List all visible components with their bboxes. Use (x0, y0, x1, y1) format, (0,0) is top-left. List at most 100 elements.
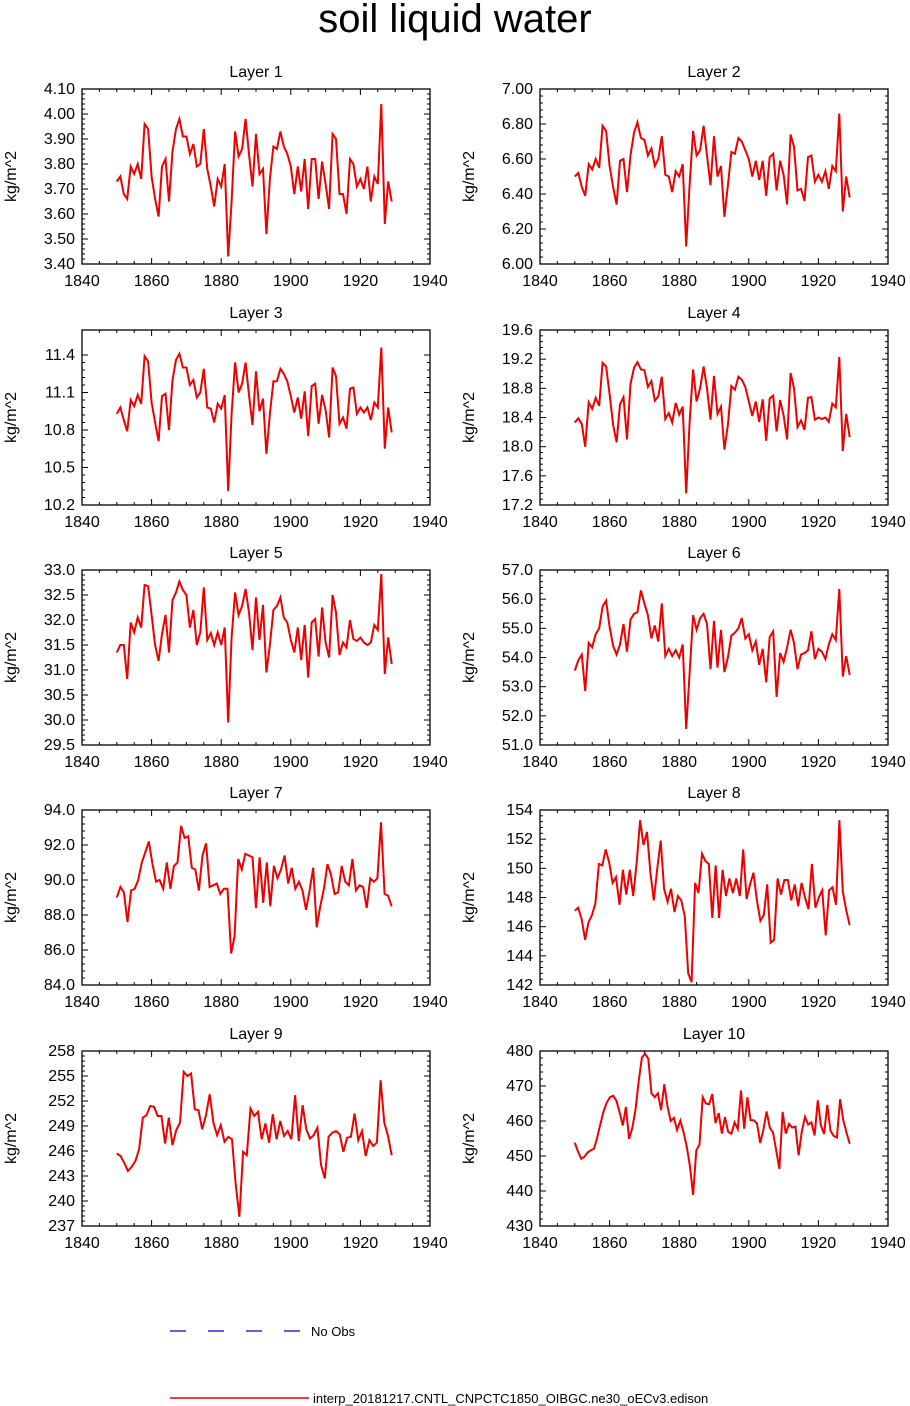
y-tick-label: 53.0 (502, 679, 533, 696)
series-line (574, 356, 851, 494)
x-tick-label: 1840 (64, 273, 100, 290)
x-tick-label: 1920 (801, 1235, 837, 1252)
y-tick-label: 17.2 (502, 497, 533, 514)
x-tick-label: 1860 (592, 514, 628, 531)
y-tick-label: 52.0 (502, 708, 533, 725)
x-tick-label: 1840 (522, 994, 558, 1011)
x-tick-label: 1840 (522, 754, 558, 771)
y-tick-label: 255 (48, 1068, 75, 1085)
x-tick-label: 1900 (273, 514, 309, 531)
y-tick-label: 32.0 (44, 612, 75, 629)
y-tick-label: 33.0 (44, 562, 75, 579)
chart-panel-7: Layer 7 kg/m^2 1840 1860 1880 1900 1920 1940 84.… (3, 785, 448, 1011)
panel-title: Layer 7 (229, 785, 282, 802)
y-tick-label: 3.70 (44, 181, 75, 198)
x-tick-label: 1940 (412, 754, 448, 771)
y-tick-label: 6.80 (502, 116, 533, 133)
plot-frame (539, 1050, 889, 1227)
panel-title: Layer 5 (229, 545, 282, 562)
series-line (115, 573, 393, 723)
x-tick-label: 1880 (661, 1235, 697, 1252)
x-tick-label: 1860 (134, 273, 170, 290)
y-tick-label: 144 (506, 948, 533, 965)
chart-panel-4: Layer 4 kg/m^2 1840 1860 1880 1900 1920 1940 17.… (461, 305, 906, 531)
figure-title: soil liquid water (318, 0, 591, 41)
y-tick-label: 470 (506, 1078, 533, 1095)
y-tick-label: 30.5 (44, 687, 75, 704)
x-tick-label: 1940 (870, 514, 906, 531)
y-axis-label: kg/m^2 (461, 392, 478, 443)
y-tick-label: 18.8 (502, 380, 533, 397)
x-tick-label: 1900 (731, 514, 767, 531)
y-tick-label: 450 (506, 1148, 533, 1165)
y-axis-label: kg/m^2 (461, 872, 478, 923)
plot-frame (81, 569, 431, 746)
x-tick-label: 1940 (412, 273, 448, 290)
x-tick-label: 1920 (343, 754, 379, 771)
legend: No Obs interp_20181217.CNTL_CNPCTC1850_O… (170, 1324, 708, 1406)
series-line (573, 1052, 851, 1196)
y-axis-label: kg/m^2 (3, 632, 20, 683)
panel-title: Layer 1 (229, 64, 282, 81)
chart-panel-6: Layer 6 kg/m^2 1840 1860 1880 1900 1920 1940 51.… (461, 545, 906, 771)
y-tick-label: 10.2 (44, 497, 75, 514)
chart-panel-1: Layer 1 kg/m^2 1840 1860 1880 1900 1920 1940 3.4… (3, 64, 448, 290)
x-tick-label: 1940 (412, 994, 448, 1011)
x-tick-label: 1920 (343, 994, 379, 1011)
x-tick-label: 1900 (731, 1235, 767, 1252)
x-tick-label: 1860 (592, 273, 628, 290)
y-tick-label: 56.0 (502, 591, 533, 608)
series-line (115, 103, 393, 257)
y-tick-label: 6.60 (502, 151, 533, 168)
x-tick-label: 1880 (661, 514, 697, 531)
y-tick-label: 3.80 (44, 156, 75, 173)
series-line (115, 822, 393, 954)
x-tick-label: 1880 (203, 1235, 239, 1252)
series-line (574, 820, 851, 983)
y-tick-label: 55.0 (502, 620, 533, 637)
x-tick-label: 1900 (731, 273, 767, 290)
y-tick-label: 86.0 (44, 942, 75, 959)
chart-panel-5: Layer 5 kg/m^2 1840 1860 1880 1900 1920 1940 29.… (3, 545, 448, 771)
y-tick-label: 11.4 (45, 347, 75, 364)
y-tick-label: 30.0 (44, 712, 75, 729)
y-tick-label: 154 (506, 802, 533, 819)
x-tick-label: 1860 (592, 1235, 628, 1252)
x-tick-label: 1920 (343, 1235, 379, 1252)
x-tick-label: 1840 (64, 1235, 100, 1252)
x-tick-label: 1880 (203, 994, 239, 1011)
series-line (116, 1069, 393, 1217)
x-tick-label: 1900 (273, 754, 309, 771)
y-tick-label: 90.0 (44, 872, 75, 889)
y-tick-label: 4.10 (44, 81, 75, 98)
x-tick-label: 1920 (343, 514, 379, 531)
y-tick-label: 7.00 (502, 81, 533, 98)
x-tick-label: 1840 (64, 994, 100, 1011)
y-tick-label: 152 (506, 831, 533, 848)
plot-frame (539, 88, 889, 265)
chart-panel-3: Layer 3 kg/m^2 1840 1860 1880 1900 1920 1940 10.… (3, 305, 448, 531)
y-axis-label: kg/m^2 (461, 632, 478, 683)
panel-title: Layer 6 (687, 545, 740, 562)
x-tick-label: 1840 (522, 1235, 558, 1252)
chart-panel-9: Layer 9 kg/m^2 1840 1860 1880 1900 1920 1940 237… (3, 1026, 448, 1252)
y-tick-label: 146 (506, 919, 533, 936)
y-tick-label: 460 (506, 1113, 533, 1130)
x-tick-label: 1840 (64, 754, 100, 771)
plot-frame (539, 569, 889, 746)
x-tick-label: 1860 (134, 994, 170, 1011)
x-tick-label: 1920 (801, 994, 837, 1011)
y-tick-label: 3.60 (44, 206, 75, 223)
y-axis-label: kg/m^2 (3, 1113, 20, 1164)
x-tick-label: 1840 (64, 514, 100, 531)
y-tick-label: 19.2 (502, 351, 533, 368)
y-tick-label: 237 (48, 1218, 75, 1235)
x-tick-label: 1920 (343, 273, 379, 290)
y-tick-label: 148 (506, 890, 533, 907)
y-tick-label: 18.4 (502, 410, 533, 427)
x-tick-label: 1880 (661, 754, 697, 771)
panel-title: Layer 4 (687, 305, 740, 322)
y-tick-label: 430 (506, 1218, 533, 1235)
x-tick-label: 1900 (731, 994, 767, 1011)
y-tick-label: 31.5 (44, 637, 75, 654)
